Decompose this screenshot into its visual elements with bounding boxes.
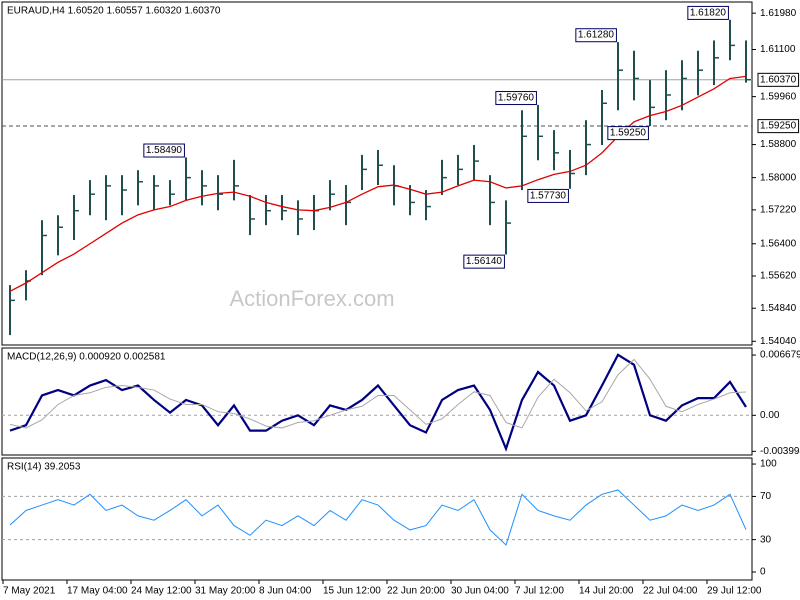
x-tick-label: 30 Jun 04:00 xyxy=(451,586,509,597)
y-tick-label: 0.006679 xyxy=(760,350,800,361)
y-tick-label: 1.55620 xyxy=(760,271,797,282)
y-tick-label: 1.59960 xyxy=(760,91,797,102)
y-tick-label: 1.58800 xyxy=(760,139,797,150)
label-box xyxy=(527,188,569,203)
x-tick-label: 24 May 12:00 xyxy=(131,586,192,597)
x-tick-label: 8 Jun 04:00 xyxy=(259,586,312,597)
x-tick-label: 7 May 2021 xyxy=(3,586,56,597)
price-annotation: 1.61820 xyxy=(690,7,727,18)
label-box xyxy=(463,254,505,269)
x-tick-label: 22 Jul 04:00 xyxy=(643,586,698,597)
y-tick-label: 0.00 xyxy=(760,410,780,421)
indicator-line xyxy=(9,358,747,429)
price-level-label: 1.60370 xyxy=(760,74,797,85)
panel-title: RSI(14) 39.2053 xyxy=(7,462,81,473)
y-tick-label: 1.61100 xyxy=(760,44,796,55)
label-box xyxy=(495,91,537,106)
y-tick-label: 1.56400 xyxy=(760,238,797,249)
y-tick-label: 1.61980 xyxy=(760,8,797,19)
x-tick-label: 15 Jun 12:00 xyxy=(323,586,381,597)
y-tick-label: 30 xyxy=(760,534,772,545)
y-tick-label: 1.57220 xyxy=(760,205,797,216)
y-tick-label: 70 xyxy=(760,491,772,502)
panel-frame xyxy=(1,457,753,581)
y-tick-label: 0 xyxy=(760,567,766,578)
price-annotation: 1.59250 xyxy=(610,128,647,139)
x-tick-label: 29 Jul 12:00 xyxy=(707,586,762,597)
price-annotation: 1.57730 xyxy=(530,190,567,201)
x-tick-label: 22 Jun 20:00 xyxy=(387,586,445,597)
label-box xyxy=(687,5,729,20)
x-tick-label: 31 May 20:00 xyxy=(195,586,256,597)
y-tick-label: 100 xyxy=(760,459,777,470)
price-annotation: 1.61280 xyxy=(578,30,615,41)
indicator-line xyxy=(9,489,747,546)
price-annotation: 1.59760 xyxy=(498,93,535,104)
panel-title: MACD(12,26,9) 0.000920 0.002581 xyxy=(7,352,166,363)
x-tick-label: 7 Jul 12:00 xyxy=(515,586,564,597)
x-tick-label: 14 Jul 20:00 xyxy=(579,586,634,597)
y-tick-label: -0.003994 xyxy=(760,446,800,457)
price-level-label: 1.59250 xyxy=(760,121,797,132)
price-annotation: 1.56140 xyxy=(466,256,503,267)
y-tick-label: 1.54840 xyxy=(760,303,797,314)
indicator-line xyxy=(9,353,747,452)
label-box xyxy=(607,126,649,141)
panel-frame xyxy=(1,1,753,346)
price-annotation: 1.58490 xyxy=(146,145,183,156)
label-box xyxy=(575,28,617,43)
panel-frame xyxy=(1,347,753,456)
label-box xyxy=(143,143,185,158)
watermark: ActionForex.com xyxy=(229,286,394,311)
label-box xyxy=(757,72,800,87)
x-tick-label: 17 May 04:00 xyxy=(67,586,128,597)
y-tick-label: 1.58000 xyxy=(760,172,797,183)
y-tick-label: 1.54040 xyxy=(760,336,797,347)
label-box xyxy=(757,119,800,134)
panel-title: EURAUD,H4 1.60520 1.60557 1.60320 1.6037… xyxy=(7,6,221,17)
